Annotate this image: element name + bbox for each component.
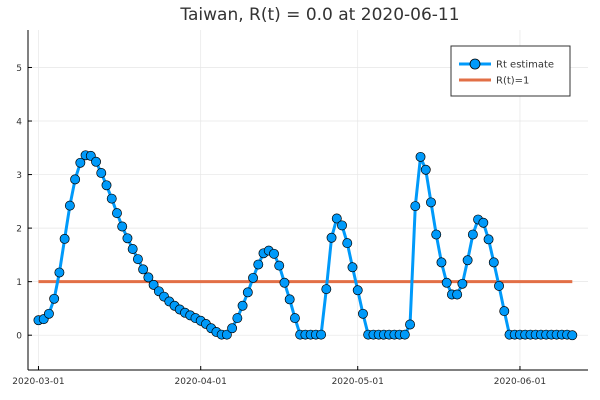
rt-point xyxy=(242,287,253,298)
rt-point xyxy=(43,308,54,319)
y-ticks: 0 1 2 3 4 5 xyxy=(16,64,32,342)
rt-point xyxy=(106,193,117,204)
rt-point xyxy=(221,329,232,340)
rt-point xyxy=(64,200,75,211)
rt-point xyxy=(101,180,112,191)
x-tick-label: 2020-04-01 xyxy=(175,377,227,387)
rt-point xyxy=(337,220,347,231)
rt-point xyxy=(331,213,342,224)
rt-point xyxy=(248,272,258,283)
rt-point xyxy=(284,294,295,305)
rt-point xyxy=(112,208,122,219)
rt-point xyxy=(567,330,578,341)
rt-point xyxy=(462,255,473,266)
rt-point xyxy=(457,278,468,289)
rt-point xyxy=(117,221,128,232)
rt-point xyxy=(59,233,70,244)
rt-point xyxy=(75,157,86,168)
rt-point xyxy=(70,174,81,185)
rt-point xyxy=(138,264,149,275)
x-tick-label: 2020-03-01 xyxy=(12,377,64,387)
rt-point xyxy=(405,319,416,330)
rt-point xyxy=(148,279,159,290)
y-tick-label: 2 xyxy=(16,225,22,235)
y-tick-label: 5 xyxy=(16,64,22,74)
rt-point xyxy=(488,257,499,268)
legend: Rt estimate R(t)=1 xyxy=(450,45,571,97)
rt-point xyxy=(431,229,442,240)
rt-point xyxy=(279,277,290,288)
rt-point xyxy=(342,238,353,249)
x-tick-label: 2020-05-01 xyxy=(332,377,384,387)
rt-point xyxy=(420,164,431,175)
rt-point xyxy=(132,254,143,265)
rt-point xyxy=(316,329,327,340)
rt-point xyxy=(96,168,107,178)
series-layer xyxy=(33,150,578,341)
rt-point xyxy=(478,217,489,228)
rt-point xyxy=(289,313,300,324)
rt-point xyxy=(436,257,447,268)
rt-point xyxy=(122,233,133,244)
rt-point xyxy=(91,156,101,167)
y-tick-label: 0 xyxy=(16,332,22,342)
legend-box xyxy=(450,45,571,97)
rt-point xyxy=(415,151,426,162)
rt-point xyxy=(269,248,279,259)
rt-point xyxy=(127,244,138,254)
rt-point xyxy=(483,234,494,245)
legend-rt-marker xyxy=(469,58,481,70)
rt-point xyxy=(452,289,463,300)
rt-point xyxy=(494,280,504,291)
rt-point xyxy=(49,293,60,304)
rt-point xyxy=(347,262,358,273)
rt-point xyxy=(426,197,436,208)
rt-point xyxy=(237,300,248,311)
y-tick-label: 1 xyxy=(16,278,22,288)
axes xyxy=(27,30,588,371)
series-line-rt-estimate xyxy=(38,153,573,337)
rt-point xyxy=(143,272,154,283)
rt-point xyxy=(358,308,368,319)
rt-point xyxy=(54,267,65,278)
rt-point xyxy=(326,232,337,243)
chart-title: Taiwan, R(t) = 0.0 at 2020-06-11 xyxy=(179,5,459,25)
y-tick-label: 3 xyxy=(16,171,22,181)
rt-point xyxy=(274,260,285,271)
rt-point xyxy=(232,313,243,324)
rt-point xyxy=(399,329,410,340)
rt-point xyxy=(321,284,332,295)
rt-point xyxy=(227,323,238,334)
x-tick-label: 2020-06-01 xyxy=(494,377,546,387)
y-tick-label: 4 xyxy=(16,118,22,128)
rt-point xyxy=(467,229,478,240)
rt-point xyxy=(410,201,421,212)
legend-r1-label: R(t)=1 xyxy=(496,76,529,87)
rt-point xyxy=(441,277,452,288)
rt-point xyxy=(499,306,510,317)
legend-rt-label: Rt estimate xyxy=(496,60,554,71)
rt-point xyxy=(253,259,264,270)
x-ticks: 2020-03-01 2020-04-01 2020-05-01 2020-06-01 xyxy=(12,366,546,387)
rt-point xyxy=(352,285,363,296)
